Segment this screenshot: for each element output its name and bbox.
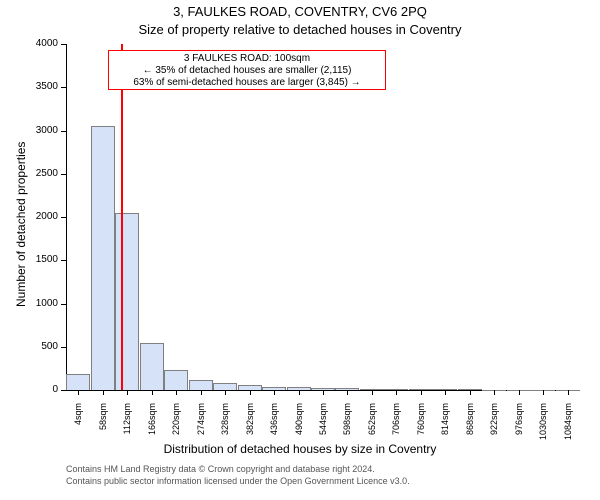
x-tick-label: 1030sqm [538,403,548,463]
y-axis-line [66,44,67,390]
x-tick-label: 220sqm [171,403,181,463]
x-tick-mark [323,390,324,395]
y-tick-mark [61,304,66,305]
x-tick-label: 760sqm [416,403,426,463]
x-tick-mark [445,390,446,395]
x-tick-label: 868sqm [465,403,475,463]
x-tick-label: 112sqm [122,403,132,463]
annotation-line: 3 FAULKES ROAD: 100sqm [113,53,381,65]
plot-area [66,44,580,390]
x-tick-mark [543,390,544,395]
y-tick-label: 500 [0,342,58,352]
y-tick-label: 4000 [0,39,58,49]
x-tick-mark [201,390,202,395]
x-tick-label: 706sqm [391,403,401,463]
chart-container: 3, FAULKES ROAD, COVENTRY, CV6 2PQ Size … [0,0,600,500]
x-tick-mark [225,390,226,395]
x-tick-label: 58sqm [98,403,108,463]
x-tick-mark [127,390,128,395]
y-tick-label: 2000 [0,212,58,222]
x-tick-mark [103,390,104,395]
y-tick-mark [61,390,66,391]
x-tick-mark [519,390,520,395]
x-tick-label: 436sqm [269,403,279,463]
x-tick-mark [372,390,373,395]
y-tick-label: 3500 [0,82,58,92]
annotation-box: 3 FAULKES ROAD: 100sqm← 35% of detached … [108,50,386,90]
y-tick-mark [61,174,66,175]
x-tick-label: 4sqm [73,403,83,463]
x-tick-label: 976sqm [514,403,524,463]
histogram-bar [91,126,115,390]
x-tick-mark [494,390,495,395]
x-tick-mark [274,390,275,395]
histogram-bar [189,380,213,390]
y-tick-mark [61,131,66,132]
chart-title-subtitle: Size of property relative to detached ho… [0,22,600,37]
annotation-line: 63% of semi-detached houses are larger (… [113,77,381,89]
y-tick-mark [61,87,66,88]
x-tick-label: 544sqm [318,403,328,463]
histogram-bar [66,374,90,390]
y-tick-mark [61,44,66,45]
y-tick-label: 3000 [0,126,58,136]
x-tick-mark [421,390,422,395]
x-tick-label: 814sqm [440,403,450,463]
x-tick-mark [152,390,153,395]
x-tick-label: 166sqm [147,403,157,463]
y-axis-label: Number of detached properties [14,142,28,307]
y-tick-label: 1500 [0,255,58,265]
x-tick-label: 328sqm [220,403,230,463]
footer-line-1: Contains HM Land Registry data © Crown c… [66,464,375,474]
x-tick-label: 490sqm [294,403,304,463]
y-tick-label: 2500 [0,169,58,179]
x-tick-mark [347,390,348,395]
x-tick-label: 652sqm [367,403,377,463]
y-tick-mark [61,260,66,261]
x-tick-mark [299,390,300,395]
x-tick-label: 382sqm [245,403,255,463]
histogram-bar [140,343,164,390]
histogram-bar [164,370,188,390]
x-tick-mark [176,390,177,395]
histogram-bar [115,213,139,390]
property-marker-line [121,44,123,390]
histogram-bar [213,383,237,390]
x-tick-mark [250,390,251,395]
x-tick-mark [470,390,471,395]
x-tick-label: 274sqm [196,403,206,463]
chart-title-address: 3, FAULKES ROAD, COVENTRY, CV6 2PQ [0,4,600,19]
annotation-line: ← 35% of detached houses are smaller (2,… [113,65,381,77]
x-tick-label: 1084sqm [563,403,573,463]
y-tick-mark [61,347,66,348]
x-tick-label: 598sqm [342,403,352,463]
y-tick-label: 0 [0,385,58,395]
x-tick-mark [78,390,79,395]
x-tick-mark [568,390,569,395]
x-tick-label: 922sqm [489,403,499,463]
y-tick-label: 1000 [0,299,58,309]
y-tick-mark [61,217,66,218]
footer-line-2: Contains public sector information licen… [66,476,410,486]
x-tick-mark [396,390,397,395]
